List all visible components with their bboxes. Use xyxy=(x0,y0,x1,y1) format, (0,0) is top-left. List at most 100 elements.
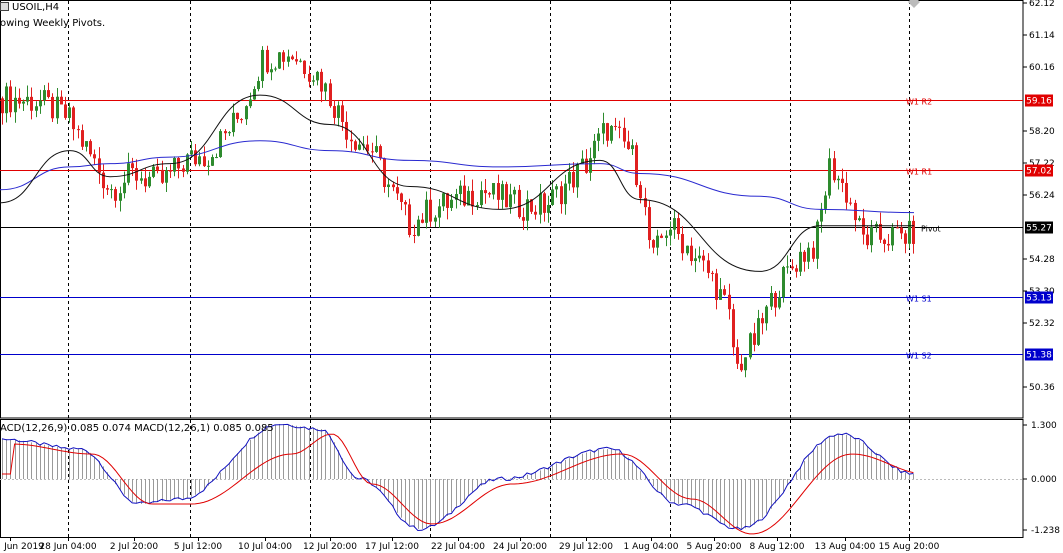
price-tag xyxy=(1025,221,1053,234)
candle xyxy=(442,193,445,207)
candle xyxy=(173,157,176,172)
candle xyxy=(732,309,735,348)
candle xyxy=(492,183,495,195)
candle xyxy=(589,158,592,173)
time-label: 22 Jul 04:00 xyxy=(431,542,485,552)
candle xyxy=(278,52,281,69)
candle xyxy=(602,123,605,134)
candle xyxy=(761,318,764,324)
candle xyxy=(165,170,168,183)
candle xyxy=(795,268,798,272)
candle xyxy=(560,186,563,205)
candle xyxy=(669,229,672,236)
candle xyxy=(858,218,861,221)
candle xyxy=(526,199,529,221)
candle xyxy=(539,193,542,215)
pivot-label: Pivot xyxy=(921,225,941,234)
candle xyxy=(396,187,399,194)
symbol-title: USOIL,H4 xyxy=(12,2,60,13)
price-tag xyxy=(1025,348,1053,361)
candle xyxy=(110,189,113,191)
candle xyxy=(308,73,311,82)
candle xyxy=(774,293,777,308)
vertical-grid xyxy=(68,1,910,537)
candle xyxy=(518,189,521,218)
candle xyxy=(841,178,844,183)
candle xyxy=(896,227,899,229)
candle xyxy=(639,185,642,199)
candle xyxy=(438,206,441,218)
candle xyxy=(816,221,819,259)
candle xyxy=(72,107,75,130)
price-tick-label: 54.28 xyxy=(1029,255,1055,265)
candle xyxy=(665,235,668,238)
candle xyxy=(564,183,567,205)
candle xyxy=(581,158,584,164)
candle xyxy=(224,131,227,134)
pivot-label: W1 S1 xyxy=(906,295,932,304)
candle xyxy=(585,158,588,173)
chart-shift-marker[interactable] xyxy=(908,0,920,8)
candle xyxy=(623,127,626,142)
candle xyxy=(320,71,323,92)
candle xyxy=(681,234,684,254)
candle xyxy=(547,204,550,213)
pivot-label: W1 S2 xyxy=(906,352,932,361)
time-label: 5 Aug 20:00 xyxy=(687,542,742,552)
candle xyxy=(9,86,12,113)
candle xyxy=(719,289,722,300)
candle xyxy=(543,193,546,213)
candle xyxy=(610,125,613,141)
candle xyxy=(194,150,197,165)
candle xyxy=(463,185,466,206)
candle xyxy=(572,171,575,188)
time-label: 15 Aug 20:00 xyxy=(879,542,940,552)
candle xyxy=(753,333,756,345)
candle xyxy=(261,49,264,82)
candle xyxy=(232,112,235,133)
candle xyxy=(660,235,663,238)
candle xyxy=(282,52,285,62)
candle xyxy=(5,86,8,114)
price-axis: 62.1261.1460.1658.2057.2256.2454.2853.30… xyxy=(1023,0,1055,393)
candle xyxy=(887,243,890,246)
candle xyxy=(236,112,239,120)
candle xyxy=(879,223,882,240)
price-tag-label: 51.38 xyxy=(1026,351,1052,361)
candle xyxy=(77,129,80,131)
price-tick-label: 58.20 xyxy=(1029,127,1055,137)
candle xyxy=(530,199,533,212)
candle xyxy=(770,293,773,307)
candle xyxy=(35,106,38,111)
candle xyxy=(26,96,29,102)
candle xyxy=(837,178,840,181)
signal-line xyxy=(2,433,914,535)
candle xyxy=(287,56,290,62)
candle xyxy=(106,188,109,190)
indicator-title: owing Weekly Pivots. xyxy=(0,18,106,29)
candle xyxy=(606,123,609,141)
candle xyxy=(207,165,210,167)
candle xyxy=(568,171,571,184)
candle xyxy=(186,154,189,172)
time-label: 12 Jul 20:00 xyxy=(303,542,357,552)
candle xyxy=(849,202,852,204)
candle xyxy=(39,100,42,107)
candle xyxy=(450,199,453,208)
candle xyxy=(144,178,147,187)
time-label: 28 Jun 04:00 xyxy=(39,542,96,552)
candle xyxy=(56,96,59,119)
price-tick-label: 50.36 xyxy=(1029,383,1055,393)
time-label: Jun 2019 xyxy=(3,542,44,552)
candle xyxy=(98,158,101,173)
candle xyxy=(337,105,340,118)
price-tick-label: 60.16 xyxy=(1029,63,1055,73)
candle xyxy=(89,141,92,155)
candle xyxy=(1,98,4,114)
candle xyxy=(866,234,869,246)
candle xyxy=(421,219,424,223)
candle xyxy=(862,218,865,235)
candle xyxy=(51,96,54,119)
